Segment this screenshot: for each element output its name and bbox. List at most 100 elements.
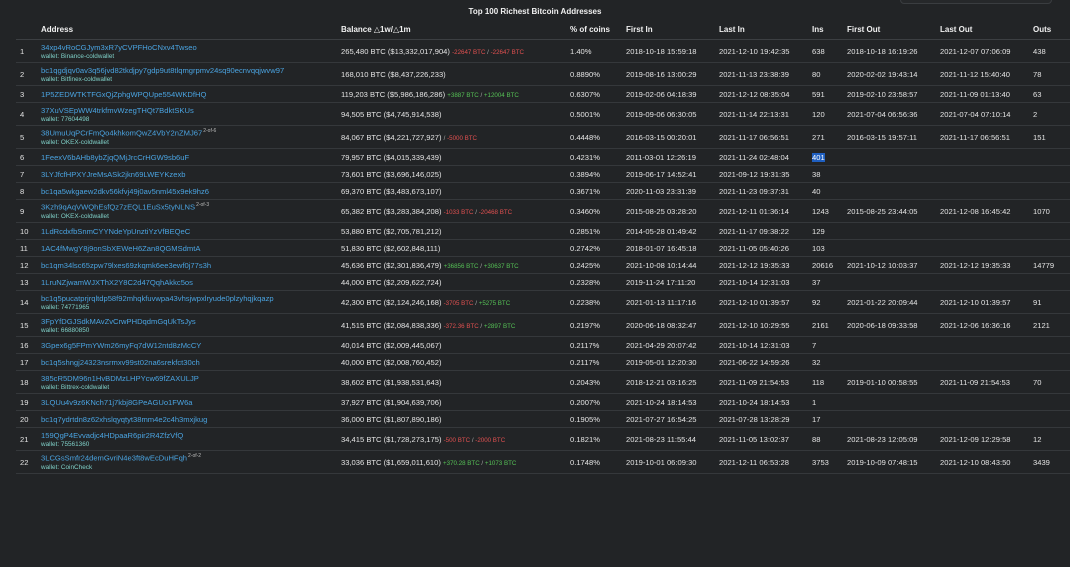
address-link[interactable]: bc1qgdjqv0av3q56jvd82tkdjpy7gdp9ut8tlqmg…: [41, 65, 285, 75]
table-row: 21 159QgP4Evvadjc4HDpaaR6pir2R4ZfzVfQ wall…: [16, 427, 1070, 451]
address-link[interactable]: 1FeexV6bAHb8ybZjqQMjJrcCrHGW9sb6uF: [41, 152, 190, 162]
outs-cell: [1029, 182, 1070, 200]
outs-cell: [1029, 410, 1070, 428]
address-link[interactable]: 3LQUu4v9z6KNch71j7kbj8GPeAGUo1FW6a: [41, 397, 193, 407]
first-in-cell: 2021-01-13 11:17:16: [622, 290, 715, 314]
table-row: 22 3LCGsSmfr24demGvriN4e3ft8wEcDuHFqh2-of…: [16, 450, 1070, 474]
percent-cell: 0.2328%: [566, 273, 622, 291]
table-row: 11 1AC4fMwgY8j9onSbXEWeH6Zan8QGMSdmtA 51,8…: [16, 239, 1070, 257]
address-link[interactable]: bc1qa5wkgaew2dkv56kfvj49j0av5nml45x9ek9h…: [41, 186, 210, 196]
address-link[interactable]: 3LYJfcfHPXYJreMsASk2jkn69LWEYKzexb: [41, 169, 186, 179]
address-link[interactable]: bc1qm34lsc65zpw79lxes69zkqmk6ee3ewf0j77s…: [41, 260, 212, 270]
wallet-label[interactable]: wallet: 77604498: [41, 115, 90, 123]
address-link[interactable]: bc1q7ydrtdn8z62xhslqyqtyt38mm4e2c4h3mxjk…: [41, 414, 208, 424]
wallet-label[interactable]: wallet: 74771965: [41, 303, 90, 311]
outs-cell: [1029, 239, 1070, 257]
change-month: +1073 BTC: [484, 459, 517, 467]
address-link[interactable]: bc1q5shngj24323nsrmxv99st02na6srekfct30c…: [41, 357, 200, 367]
first-out-cell: 2015-08-25 23:44:05: [843, 199, 936, 223]
address-link[interactable]: 3Kzh9qAqVWQhEsfQz7zEQL1EuSx5tyNLNS: [41, 202, 196, 212]
percent-cell: 0.2425%: [566, 256, 622, 274]
table-row: 17 bc1q5shngj24323nsrmxv99st02na6srekfct3…: [16, 353, 1070, 371]
address-link[interactable]: 1LruNZjwamWJXThX2Y8C2d47QqhAkkc5os: [41, 277, 193, 287]
outs-cell: 14779: [1029, 256, 1070, 274]
address-link[interactable]: bc1q5pucatprjrqltdp58f92mhqkfuvwpa43vhsj…: [41, 293, 274, 303]
header-first-in[interactable]: First In: [622, 19, 715, 40]
address-cell: 3Kzh9qAqVWQhEsfQz7zEQL1EuSx5tyNLNS2-of-3…: [37, 199, 337, 223]
first-in-cell: 2011-03-01 12:26:19: [622, 148, 715, 166]
balance-cell: 265,480 BTC ($13,332,017,904) -22647 BTC…: [337, 39, 566, 63]
wallet-label[interactable]: wallet: 75561360: [41, 440, 90, 448]
address-link[interactable]: 3LCGsSmfr24demGvriN4e3ft8wEcDuHFqh: [41, 453, 188, 463]
header-outs[interactable]: Outs: [1029, 19, 1070, 40]
table-row: 20 bc1q7ydrtdn8z62xhslqyqtyt38mm4e2c4h3mx…: [16, 410, 1070, 428]
first-in-cell: 2014-05-28 01:49:42: [622, 222, 715, 240]
wallet-label[interactable]: wallet: Bittrex-coldwallet: [41, 383, 110, 391]
last-out-cell: 2021-12-10 01:39:57: [936, 290, 1029, 314]
row-number: 18: [16, 370, 37, 394]
percent-cell: 0.2117%: [566, 353, 622, 371]
balance-cell: 84,067 BTC ($4,221,727,927) / -5000 BTC: [337, 125, 566, 149]
address-link[interactable]: 38UmuUqPCrFmQo4khkomQwZ4VbY2nZMJ67: [41, 128, 203, 138]
address-link[interactable]: 3FpYfDGJSdkMAvZvCrwPHDqdmGqUkTsJys: [41, 316, 196, 326]
percent-cell: 0.2197%: [566, 313, 622, 337]
balance-cell: 34,415 BTC ($1,728,273,175) -500 BTC / -…: [337, 427, 566, 451]
address-link[interactable]: 1LdRcdxfbSnmCYYNdeYpUnztiYzVfBEQeC: [41, 226, 191, 236]
wallet-label[interactable]: wallet: Binance-coldwallet: [41, 52, 115, 60]
outs-cell: 438: [1029, 39, 1070, 63]
ins-value[interactable]: 401: [812, 152, 825, 162]
header-ins[interactable]: Ins: [808, 19, 843, 40]
change-week: -1033 BTC: [443, 208, 474, 216]
first-out-cell: 2021-07-04 06:56:36: [843, 102, 936, 126]
table-row: 8 bc1qa5wkgaew2dkv56kfvj49j0av5nml45x9ek9…: [16, 182, 1070, 200]
header-first-out[interactable]: First Out: [843, 19, 936, 40]
header-percent[interactable]: % of coins: [566, 19, 622, 40]
header-balance[interactable]: Balance △1w/△1m: [337, 19, 566, 40]
row-number: 1: [16, 39, 37, 63]
first-out-cell: 2019-10-09 07:48:15: [843, 450, 936, 474]
balance-cell: 40,014 BTC ($2,009,445,067): [337, 336, 566, 354]
change-week: -372.36 BTC: [443, 322, 479, 330]
change-month: +30637 BTC: [483, 262, 519, 270]
wallet-label[interactable]: wallet: Bitfinex-coldwallet: [41, 75, 113, 83]
address-link[interactable]: 3Gpex6g5FPmYWm26myFq7dW12ntd8zMcCY: [41, 340, 202, 350]
percent-cell: 0.4231%: [566, 148, 622, 166]
address-cell: bc1qa5wkgaew2dkv56kfvj49j0av5nml45x9ek9h…: [37, 182, 337, 200]
balance-value: 40,014 BTC ($2,009,445,067): [341, 340, 442, 350]
wallet-label[interactable]: wallet: OKEX-coldwallet: [41, 138, 109, 146]
row-number: 19: [16, 393, 37, 411]
address-link[interactable]: 1AC4fMwgY8j9onSbXEWeH6Zan8QGMSdmtA: [41, 243, 201, 253]
ins-value: 32: [812, 357, 821, 367]
ins-cell: 271: [808, 125, 843, 149]
change-month: +12004 BTC: [483, 91, 519, 99]
balance-value: 51,830 BTC ($2,602,848,111): [341, 243, 441, 253]
address-link[interactable]: 1P5ZEDWTKTFGxQjZphgWPQUpe554WKDfHQ: [41, 89, 207, 99]
wallet-label[interactable]: wallet: CoinCheck: [41, 463, 93, 471]
address-link[interactable]: 37XuVSEpWW4trkfmvWzegTHQt7BdktSKUs: [41, 105, 194, 115]
last-in-cell: 2021-12-11 06:53:28: [715, 450, 808, 474]
balance-value: 119,203 BTC ($5,986,186,286): [341, 89, 446, 99]
table-row: 13 1LruNZjwamWJXThX2Y8C2d47QqhAkkc5os 44,0…: [16, 273, 1070, 291]
table-row: 3 1P5ZEDWTKTFGxQjZphgWPQUpe554WKDfHQ 119,2…: [16, 85, 1070, 103]
first-in-cell: 2021-10-24 18:14:53: [622, 393, 715, 411]
address-link[interactable]: 159QgP4Evvadjc4HDpaaR6pir2R4ZfzVfQ: [41, 430, 184, 440]
address-link[interactable]: 34xp4vRoCGJym3xR7yCVPFHoCNxv4Twseo: [41, 42, 197, 52]
header-address[interactable]: Address: [37, 19, 337, 40]
balance-cell: 119,203 BTC ($5,986,186,286) +3887 BTC /…: [337, 85, 566, 103]
balance-value: 33,036 BTC ($1,659,011,610): [341, 457, 441, 467]
address-cell: bc1q5pucatprjrqltdp58f92mhqkfuvwpa43vhsj…: [37, 290, 337, 314]
address-cell: 3Gpex6g5FPmYWm26myFq7dW12ntd8zMcCY: [37, 336, 337, 354]
last-in-cell: 2021-09-12 19:31:35: [715, 165, 808, 183]
balance-cell: 44,000 BTC ($2,209,622,724): [337, 273, 566, 291]
change-month: -20468 BTC: [478, 208, 513, 216]
search-box[interactable]: [900, 0, 1052, 4]
header-last-in[interactable]: Last In: [715, 19, 808, 40]
outs-cell: 2121: [1029, 313, 1070, 337]
address-link[interactable]: 385cR5DM96n1HvBDMzLHPYcw69fZAXULJP: [41, 373, 199, 383]
row-number: 15: [16, 313, 37, 337]
wallet-label[interactable]: wallet: OKEX-coldwallet: [41, 212, 109, 220]
address-cell: 1P5ZEDWTKTFGxQjZphgWPQUpe554WKDfHQ: [37, 85, 337, 103]
header-last-out[interactable]: Last Out: [936, 19, 1029, 40]
wallet-label[interactable]: wallet: 66880850: [41, 326, 90, 334]
last-in-cell: 2021-11-24 02:48:04: [715, 148, 808, 166]
